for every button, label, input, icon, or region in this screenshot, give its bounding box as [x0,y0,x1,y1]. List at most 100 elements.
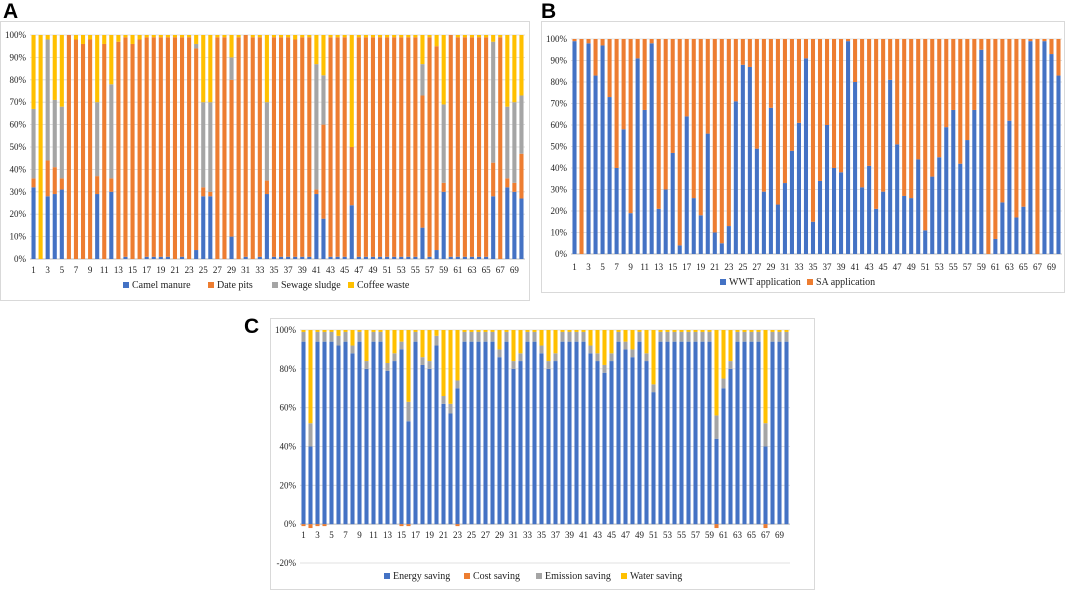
bar-segment-date-pits [434,46,439,251]
bar-segment-camel-manure [392,256,397,259]
bar-segment-date-pits [52,167,57,195]
bar-segment-date-pits [335,37,340,257]
bar-segment-emission-saving [728,361,733,369]
bar-segment-date-pits [88,39,93,260]
bar-segment-wwt-application [810,221,816,254]
y-tick-label: 80% [551,77,568,87]
bar-segment-emission-saving [602,364,607,373]
bar-segment-wwt-application [909,198,914,254]
bar-segment-emission-saving [371,331,376,342]
x-tick-label: 5 [60,265,65,275]
bar-segment-camel-manure [462,256,467,259]
bar-segment-wwt-application [684,116,689,255]
bar-segment-coffee-waste [328,35,333,38]
bar-segment-cost-saving [455,524,460,527]
x-tick-label: 69 [510,265,520,275]
bar-segment-sewage-sludge [519,95,524,154]
x-tick-label: 37 [284,265,294,275]
bar-segment-energy-saving [665,341,670,525]
bar-segment-wwt-application [572,41,577,255]
bar-segment-emission-saving [763,423,768,447]
legend-label: Emission saving [545,571,611,582]
bar-segment-emission-saving [714,415,719,439]
x-tick-label: 59 [439,265,449,275]
bar-segment-coffee-waste [222,35,227,38]
bar-segment-coffee-waste [151,35,156,38]
bar-segment-wwt-application [726,226,731,254]
bar-segment-camel-manure [420,227,425,259]
bar-segment-water-saving [581,330,586,332]
bar-segment-wwt-application [839,172,844,254]
legend-swatch [272,282,278,288]
bar-segment-sa-application [607,39,612,98]
bar-segment-water-saving [469,330,474,332]
x-tick-label: 51 [383,265,392,275]
bar-segment-camel-manure [441,191,446,259]
bar-segment-wwt-application [1049,54,1054,254]
x-tick-label: 11 [100,265,109,275]
bar-segment-wwt-application [902,195,907,254]
bar-segment-energy-saving [434,345,439,525]
bar-segment-date-pits [385,37,390,257]
bar-segment-camel-manure [314,194,319,259]
bar-segment-emission-saving [616,331,621,342]
bar-segment-wwt-application [775,204,780,254]
bar-segment-wwt-application [853,82,858,254]
bar-segment-energy-saving [686,341,691,525]
x-tick-label: 51 [649,530,658,540]
bar-segment-date-pits [413,37,418,257]
bar-segment-emission-saving [686,331,691,342]
bar-segment-date-pits [95,176,100,195]
bar-segment-water-saving [378,330,383,332]
bar-segment-coffee-waste [491,35,496,42]
bar-segment-sa-application [1042,39,1047,42]
x-tick-label: 25 [467,530,477,540]
bar-segment-sa-application [1007,39,1012,121]
bar-segment-water-saving [714,330,719,416]
x-tick-label: 37 [823,262,833,272]
bar-segment-coffee-waste [420,35,425,65]
bar-segment-date-pits [73,39,79,260]
y-tick-label: 0% [284,519,297,529]
x-tick-label: 65 [482,265,492,275]
bar-segment-wwt-application [614,168,619,254]
x-tick-label: 69 [775,530,785,540]
bar-segment-emission-saving [784,331,789,342]
bar-segment-camel-manure [434,250,439,259]
bar-segment-water-saving [658,330,663,332]
panel-label-b: B [541,0,557,23]
bar-segment-sa-application [916,39,921,160]
bar-segment-sa-application [944,39,949,128]
bar-segment-camel-manure [476,256,482,259]
bar-segment-emission-saving [329,331,334,342]
bar-segment-energy-saving [581,341,586,525]
bar-segment-sa-application [888,39,893,80]
y-tick-label: 40% [280,442,297,452]
x-tick-label: 31 [780,262,789,272]
bar-segment-wwt-application [944,127,949,254]
bar-segment-water-saving [644,330,649,354]
bar-segment-date-pits [476,37,482,257]
bar-segment-wwt-application [979,49,984,254]
bar-segment-energy-saving [406,421,411,525]
bar-segment-water-saving [315,330,320,332]
x-tick-label: 11 [640,262,649,272]
bar-segment-sa-application [930,39,935,177]
chart-a: 0%10%20%30%40%50%60%70%80%90%100%1 3 5 7 9 11… [0,21,530,301]
bar-segment-water-saving [371,330,376,332]
bar-segment-energy-saving [350,353,355,525]
x-tick-label: 69 [1047,262,1057,272]
x-tick-label: 27 [752,262,762,272]
bar-segment-date-pits [80,43,86,260]
bar-segment-sa-application [860,39,865,188]
bar-segment-date-pits [307,37,312,257]
bar-segment-energy-saving [763,446,768,525]
bar-segment-energy-saving [735,341,740,525]
y-tick-label: 50% [551,142,568,152]
bar-segment-sa-application [628,39,633,214]
bar-segment-sewage-sludge [45,39,50,161]
bar-segment-date-pits [165,37,170,257]
bar-segment-sa-application [1021,39,1026,207]
x-tick-label: 7 [343,530,348,540]
bar-segment-wwt-application [916,159,921,254]
